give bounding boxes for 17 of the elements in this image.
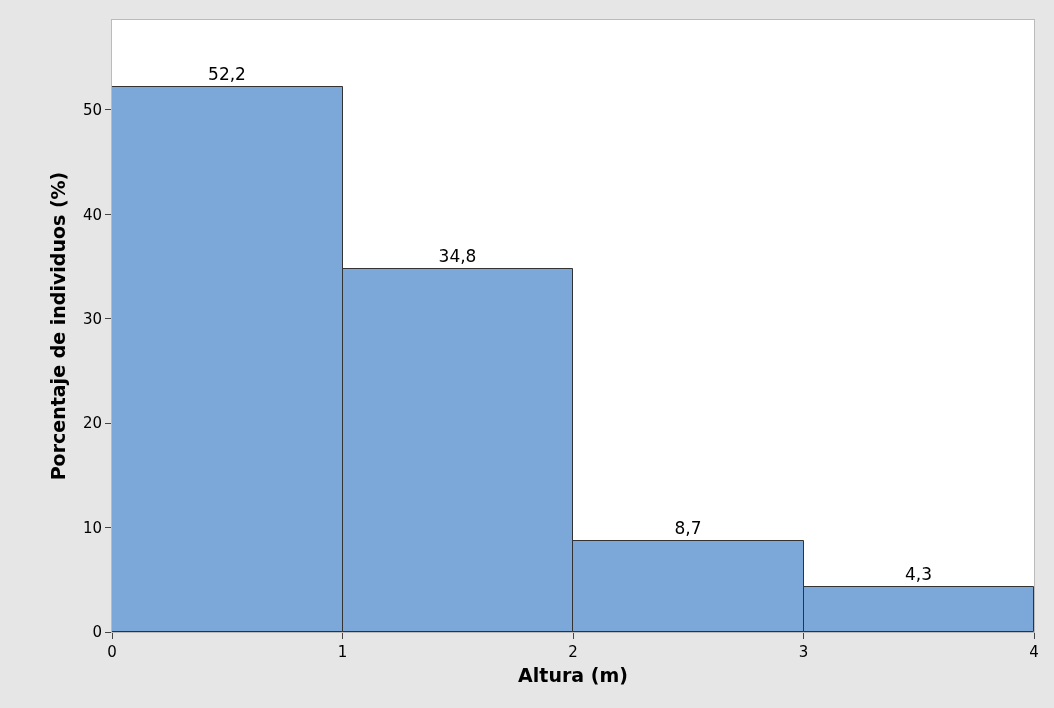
y-tick-label: 30 (82, 309, 102, 328)
data-label: 4,3 (904, 563, 933, 584)
data-label: 8,7 (674, 517, 702, 538)
x-tick-label: 4 (1029, 643, 1039, 661)
y-axis-title: Porcentaje de individuos (%) (46, 171, 69, 481)
x-axis-title: Altura (m) (518, 663, 628, 686)
x-tick-label: 0 (107, 643, 117, 661)
data-label: 34,8 (438, 245, 477, 266)
y-tick-label: 10 (82, 518, 102, 537)
x-tick-label: 3 (798, 643, 809, 661)
y-tick-label: 20 (82, 414, 102, 433)
y-tick-label: 40 (82, 205, 102, 224)
y-tick-label: 50 (82, 101, 102, 120)
y-tick-label: 0 (92, 623, 102, 642)
data-label: 52,2 (208, 63, 246, 84)
x-tick-label: 2 (568, 643, 578, 661)
x-tick-label: 1 (337, 643, 348, 661)
